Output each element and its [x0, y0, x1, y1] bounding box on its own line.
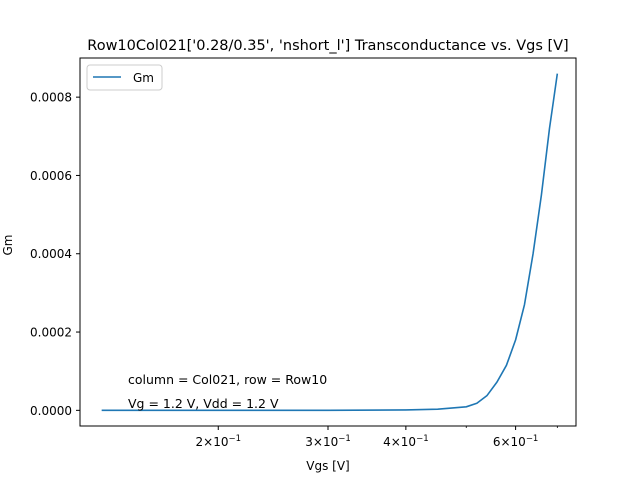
- y-tick-label: 0.0002: [30, 326, 72, 340]
- legend: Gm: [86, 64, 163, 91]
- y-tick-label: 0.0004: [30, 247, 72, 261]
- x-axis-label: Vgs [V]: [306, 459, 349, 473]
- y-tick-label: 0.0006: [30, 169, 72, 183]
- y-axis-label: Gm: [1, 235, 15, 256]
- legend-label-gm: Gm: [133, 71, 154, 85]
- legend-box: [86, 64, 163, 91]
- series-line-gm: [101, 73, 559, 412]
- annotation-voltages: Vg = 1.2 V, Vdd = 1.2 V: [128, 396, 279, 411]
- chart-marks: [101, 73, 559, 412]
- chart-title: Row10Col021['0.28/0.35', 'nshort_l'] Tra…: [87, 38, 568, 54]
- annotation-column-row: column = Col021, row = Row10: [128, 372, 327, 387]
- y-tick-label: 0.0008: [30, 91, 72, 105]
- y-tick-label: 0.0000: [30, 404, 72, 418]
